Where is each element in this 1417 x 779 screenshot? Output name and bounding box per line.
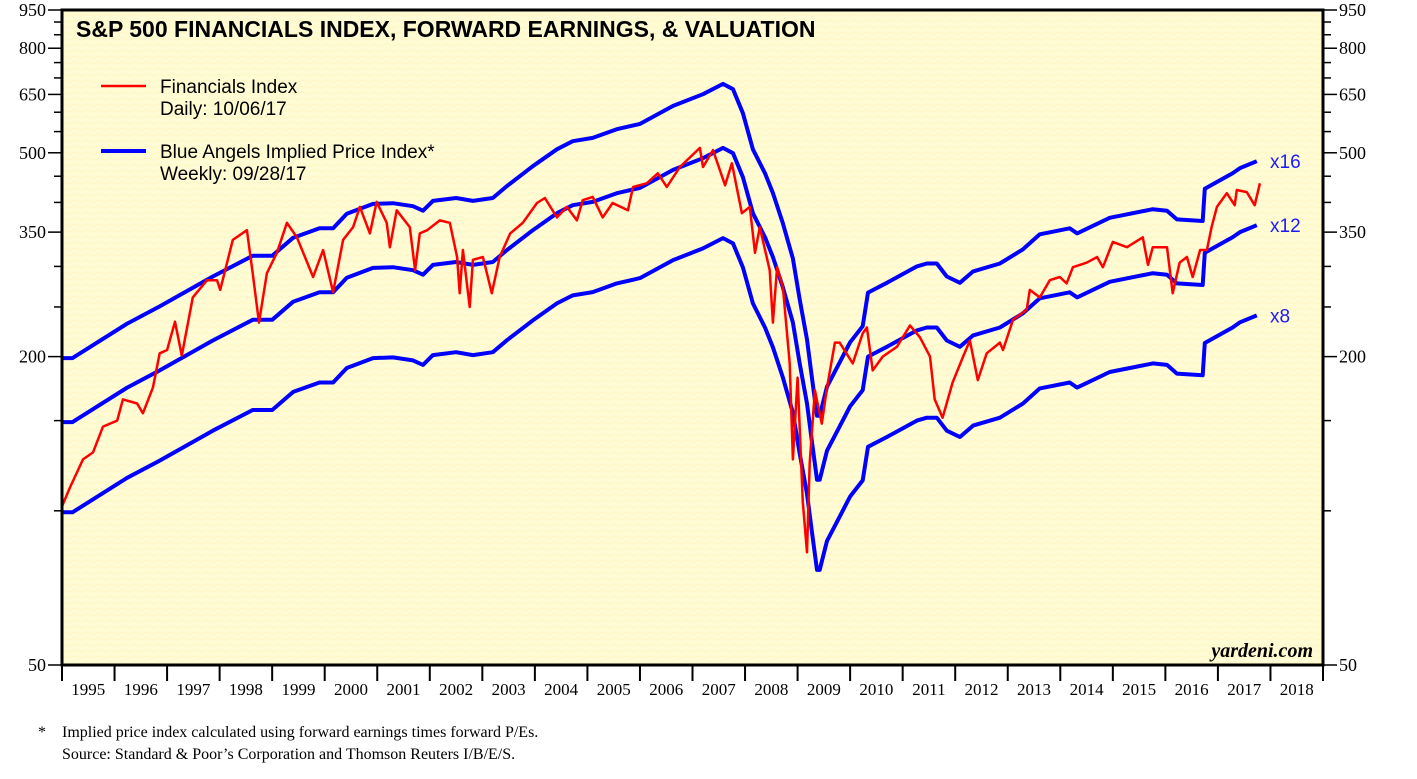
- x-tick-label: 2000: [334, 680, 368, 699]
- x-tick-label: 2009: [807, 680, 841, 699]
- y-tick-label-left: 500: [19, 143, 46, 163]
- financials-index-line: [60, 146, 1262, 554]
- y-tick-label-right: 800: [1339, 38, 1366, 58]
- y-tick-label-left: 800: [19, 38, 46, 58]
- financials-index-series: [60, 146, 1262, 554]
- legend-sublabel-financials: Daily: 10/06/17: [160, 99, 287, 120]
- x-tick-label: 2015: [1122, 680, 1156, 699]
- footnote-line-1: Implied price index calculated using for…: [62, 724, 538, 741]
- implied-line-x8: [62, 236, 1258, 572]
- x-tick-label: 1997: [176, 680, 211, 699]
- x-tick-label: 2018: [1280, 680, 1314, 699]
- x-tick-label: 2006: [649, 680, 683, 699]
- y-tick-label-left: 650: [19, 84, 46, 104]
- x-tick-label: 1999: [281, 680, 315, 699]
- x-tick-label: 2001: [387, 680, 421, 699]
- y-tick-label-left: 200: [19, 347, 46, 367]
- x-tick-label: 2005: [597, 680, 631, 699]
- y-tick-label-right: 500: [1339, 143, 1366, 163]
- x-tick-label: 1998: [229, 680, 263, 699]
- x-tick-label: 2012: [965, 680, 999, 699]
- x-tick-label: 2011: [912, 680, 945, 699]
- x-tick-label: 2003: [492, 680, 526, 699]
- chart-title: S&P 500 FINANCIALS INDEX, FORWARD EARNIN…: [76, 16, 815, 42]
- legend-sublabel-implied: Weekly: 09/28/17: [160, 164, 306, 185]
- multiple-label-x12: x12: [1270, 216, 1301, 237]
- x-tick-label: 2007: [702, 680, 737, 699]
- x-tick-label: 2016: [1175, 680, 1209, 699]
- y-tick-label-right: 950: [1339, 0, 1366, 20]
- x-tick-label: 2004: [544, 680, 579, 699]
- multiple-label-x16: x16: [1270, 152, 1301, 173]
- x-tick-label: 2014: [1070, 680, 1105, 699]
- y-tick-label-right: 350: [1339, 222, 1366, 242]
- x-tick-label: 2008: [754, 680, 788, 699]
- y-tick-label-left: 50: [28, 655, 46, 675]
- x-tick-label: 2013: [1017, 680, 1051, 699]
- y-tick-label-left: 950: [19, 0, 46, 20]
- x-tick-label: 2002: [439, 680, 473, 699]
- y-tick-label-left: 350: [19, 222, 46, 242]
- footnote-line-2: Source: Standard & Poor’s Corporation an…: [62, 746, 515, 763]
- y-tick-label-right: 200: [1339, 347, 1366, 367]
- x-tick-label: 1996: [124, 680, 158, 699]
- y-tick-label-right: 50: [1339, 655, 1357, 675]
- multiple-label-x8: x8: [1270, 306, 1290, 327]
- x-tick-label: 2010: [859, 680, 893, 699]
- plot-background: [62, 10, 1323, 665]
- footnote-marker: *: [38, 724, 46, 741]
- watermark: yardeni.com: [1209, 640, 1313, 662]
- legend-label-financials: Financials Index: [160, 77, 298, 98]
- x-tick-label: 2017: [1227, 680, 1262, 699]
- implied-line-x16: [62, 81, 1258, 418]
- y-tick-label-right: 650: [1339, 84, 1366, 104]
- axes: 50 50 200 200 350 350 500 500 650 650 800 800 950 950…: [19, 0, 1366, 699]
- legend-label-implied: Blue Angels Implied Price Index*: [160, 142, 435, 163]
- x-tick-label: 1995: [71, 680, 105, 699]
- legend: Financials Index Daily: 10/06/17 Blue An…: [101, 77, 435, 185]
